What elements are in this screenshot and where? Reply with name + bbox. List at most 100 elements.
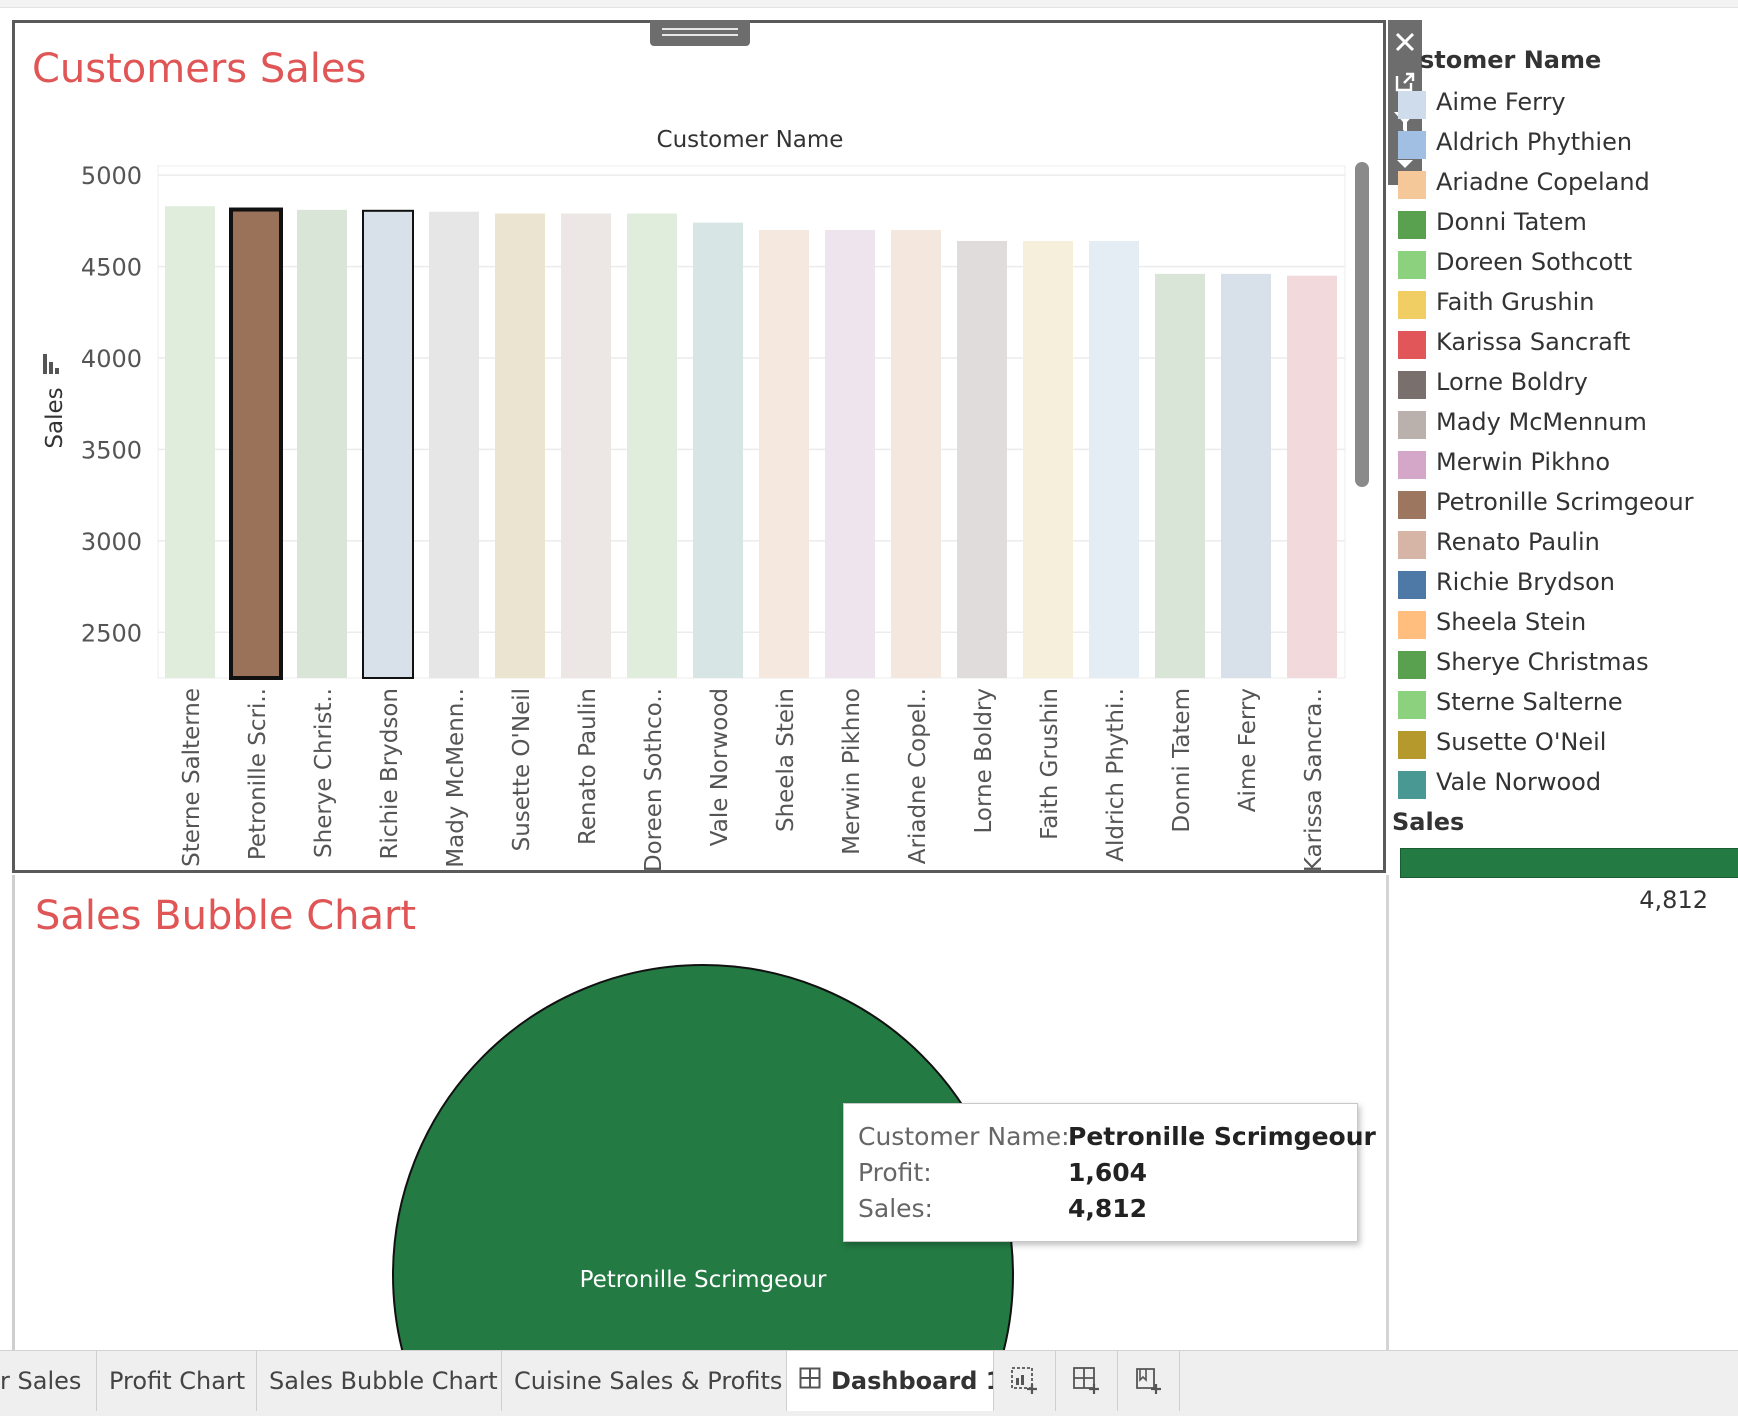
bar-mark[interactable] — [1023, 240, 1073, 678]
sort-icon[interactable] — [43, 354, 59, 374]
legend-swatch — [1398, 531, 1426, 559]
legend-label: Sheela Stein — [1436, 608, 1587, 636]
tab-dashboard-1[interactable]: Dashboard 1 — [787, 1351, 994, 1411]
legend-label: Petronille Scrimgeour — [1436, 488, 1694, 516]
legend-item[interactable]: Merwin Pikhno — [1392, 444, 1738, 480]
bar-mark[interactable] — [561, 213, 611, 679]
legend-label: Richie Brydson — [1436, 568, 1615, 596]
legend-item[interactable]: Susette O'Neil — [1392, 724, 1738, 760]
tab-label: Sales Bubble Chart — [269, 1367, 498, 1395]
dashboard-icon — [799, 1367, 821, 1395]
new-dashboard-icon[interactable] — [1056, 1351, 1118, 1411]
legend-label: Aldrich Phythien — [1436, 128, 1633, 156]
tab-cuisine-sales-profits[interactable]: Cuisine Sales & Profits — [502, 1351, 787, 1411]
x-tick-label: Lorne Boldry — [971, 688, 997, 833]
legend-item[interactable]: Doreen Sothcott — [1392, 244, 1738, 280]
legend-item[interactable]: Faith Grushin — [1392, 284, 1738, 320]
legend-swatch — [1398, 291, 1426, 319]
tooltip-customer-value: Petronille Scrimgeour — [1068, 1122, 1376, 1151]
tab-label: r Sales — [0, 1367, 82, 1395]
legend-swatch — [1398, 91, 1426, 119]
legend-item[interactable]: Sheela Stein — [1392, 604, 1738, 640]
legend-item[interactable]: Sterne Salterne — [1392, 684, 1738, 720]
legend-label: Aime Ferry — [1436, 88, 1566, 116]
bar-mark[interactable] — [891, 230, 941, 678]
new-worksheet-icon[interactable] — [994, 1351, 1056, 1411]
legend-label: Sherye Christmas — [1436, 648, 1649, 676]
customers-sales-bar-chart: 2500 3000 3500 4000 4500 5000 Sterne Salterne… — [42, 127, 1369, 872]
plot-area — [157, 165, 1346, 679]
legend-item[interactable]: Lorne Boldry — [1392, 364, 1738, 400]
bar-mark[interactable] — [1287, 275, 1337, 678]
tab-label: Profit Chart — [109, 1367, 246, 1395]
legend-item[interactable]: Mady McMennum — [1392, 404, 1738, 440]
x-tick-label: Susette O'Neil — [509, 688, 535, 851]
bar-mark[interactable] — [1155, 273, 1205, 678]
tab-profit-chart[interactable]: Profit Chart — [97, 1351, 257, 1411]
drag-handle[interactable] — [650, 20, 750, 46]
y-tick-label: 3000 — [81, 528, 142, 556]
tooltip-sales-value: 4,812 — [1068, 1194, 1148, 1223]
legend-item[interactable]: Vale Norwood — [1392, 764, 1738, 800]
x-tick-label: Faith Grushin — [1037, 688, 1063, 840]
bubble-chart-svg: Petronille Scrimgeour — [392, 964, 1014, 1350]
y-tick-label: 4000 — [81, 345, 142, 373]
tooltip-profit-key: Profit: — [858, 1158, 932, 1187]
close-icon[interactable] — [1388, 22, 1422, 62]
legend-item[interactable]: Petronille Scrimgeour — [1392, 484, 1738, 520]
legend-label: Ariadne Copeland — [1436, 168, 1650, 196]
legend-item[interactable]: Donni Tatem — [1392, 204, 1738, 240]
bar-mark[interactable] — [693, 222, 743, 678]
x-tick-label: Doreen Sothco.. — [641, 688, 667, 872]
legend-item[interactable]: Sherye Christmas — [1392, 644, 1738, 680]
bar-mark[interactable] — [362, 209, 414, 680]
legend-item[interactable]: Aime Ferry — [1392, 84, 1738, 120]
tab-label: Cuisine Sales & Profits — [514, 1367, 783, 1395]
legend-item[interactable]: Renato Paulin — [1392, 524, 1738, 560]
legend-label: Vale Norwood — [1436, 768, 1602, 796]
x-tick-label: Merwin Pikhno — [839, 688, 865, 855]
bubble-petronille-scrimgeour[interactable] — [392, 964, 1014, 1350]
bar-mark[interactable] — [957, 240, 1007, 678]
bar-mark[interactable] — [759, 230, 809, 678]
bar-mark[interactable] — [825, 230, 875, 678]
legend-label: Susette O'Neil — [1436, 728, 1607, 756]
bar-mark[interactable] — [1221, 273, 1271, 678]
legend-item[interactable]: Aldrich Phythien — [1392, 124, 1738, 160]
legend-item[interactable]: Ariadne Copeland — [1392, 164, 1738, 200]
legend-swatch — [1398, 451, 1426, 479]
legend-swatch — [1398, 211, 1426, 239]
x-tick-label: Donni Tatem — [1169, 688, 1195, 833]
legend-item[interactable]: Richie Brydson — [1392, 564, 1738, 600]
customers-sales-title: Customers Sales — [32, 46, 367, 92]
legend-swatch — [1398, 171, 1426, 199]
legend-label: Karissa Sancraft — [1436, 328, 1631, 356]
legend-swatch — [1398, 331, 1426, 359]
legend-swatch — [1398, 571, 1426, 599]
tab-customer-sales[interactable]: r Sales — [0, 1351, 97, 1411]
tooltip-customer-key: Customer Name: — [858, 1122, 1070, 1151]
new-story-icon[interactable] — [1118, 1351, 1180, 1411]
legend-swatch — [1398, 611, 1426, 639]
bar-mark[interactable] — [229, 207, 283, 681]
tab-sales-bubble-chart[interactable]: Sales Bubble Chart — [257, 1351, 502, 1411]
vertical-scrollbar[interactable] — [1355, 162, 1369, 487]
sales-bubble-title: Sales Bubble Chart — [35, 893, 417, 939]
tooltip-profit-value: 1,604 — [1068, 1158, 1148, 1187]
external-link-icon[interactable] — [1388, 62, 1422, 102]
tab-label: Dashboard 1 — [831, 1367, 994, 1395]
legend-swatch — [1398, 771, 1426, 799]
bar-mark[interactable] — [429, 211, 479, 678]
x-tick-label: Aldrich Phythi.. — [1103, 688, 1129, 862]
bar-mark[interactable] — [1089, 240, 1139, 678]
legend-label: Faith Grushin — [1436, 288, 1595, 316]
legend-swatch — [1398, 491, 1426, 519]
bar-mark[interactable] — [627, 213, 677, 679]
bar-mark[interactable] — [297, 209, 347, 678]
bar-mark[interactable] — [165, 206, 215, 678]
more-options-icon[interactable] — [1388, 144, 1422, 184]
legend-item[interactable]: Karissa Sancraft — [1392, 324, 1738, 360]
bar-mark[interactable] — [495, 213, 545, 679]
y-axis-title: Sales — [42, 387, 68, 448]
y-tick-label: 3500 — [81, 436, 142, 464]
